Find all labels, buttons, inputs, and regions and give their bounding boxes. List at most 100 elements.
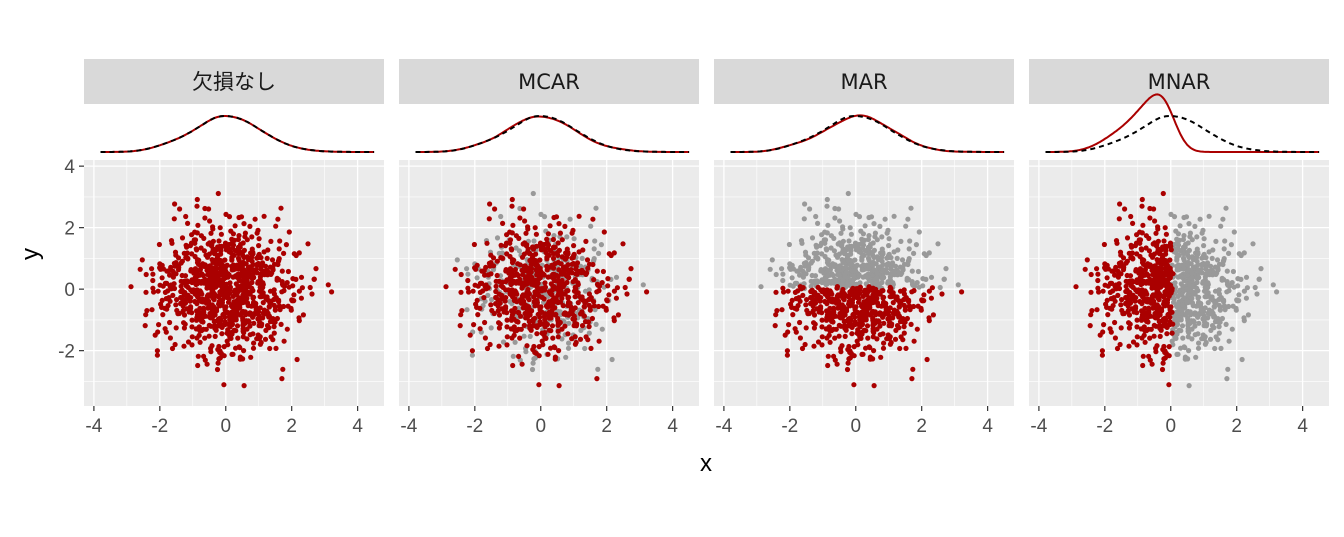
scatter-point-observed: [870, 292, 876, 298]
scatter-point-observed: [1146, 353, 1152, 359]
scatter-point-observed: [1121, 265, 1127, 271]
scatter-point-missing: [1186, 267, 1192, 273]
scatter-point-missing: [527, 333, 533, 339]
density-complete: [730, 115, 1005, 153]
scatter-point-missing: [1200, 279, 1206, 285]
scatter-point-observed: [167, 335, 173, 341]
scatter-point-missing: [799, 240, 805, 246]
scatter-point-missing: [1212, 288, 1219, 294]
density-complete: [100, 115, 375, 153]
scatter-point-observed: [1133, 295, 1139, 301]
scatter-point-observed: [790, 312, 796, 318]
scatter-point-observed: [504, 251, 510, 257]
scatter-point-observed: [212, 272, 218, 278]
scatter-point-observed: [1118, 325, 1124, 331]
scatter-point-missing: [885, 254, 891, 261]
scatter-point-missing: [835, 241, 841, 247]
scatter-point-observed: [881, 320, 887, 326]
scatter-point-missing: [880, 267, 886, 273]
scatter-point-observed: [493, 278, 499, 284]
scatter-point-observed: [883, 301, 889, 307]
scatter-point-missing: [1181, 295, 1187, 301]
scatter-point-missing: [891, 249, 897, 255]
scatter-point-observed: [520, 272, 526, 278]
scatter-point-observed: [236, 245, 242, 251]
scatter-point-missing: [565, 345, 572, 351]
scatter-point-observed: [855, 342, 861, 348]
scatter-point-observed: [524, 343, 530, 349]
density-complete: [415, 115, 690, 153]
scatter-point-observed: [501, 309, 507, 315]
scatter-point-observed: [1141, 297, 1147, 304]
scatter-point-observed: [215, 360, 221, 366]
scatter-point-observed: [151, 289, 157, 295]
scatter-point-observed: [834, 285, 840, 291]
scatter-point-missing: [788, 266, 794, 272]
scatter-point-observed: [911, 288, 917, 294]
scatter-point-observed: [600, 303, 606, 309]
scatter-point-missing: [1226, 338, 1232, 344]
scatter-point-observed: [142, 323, 148, 329]
scatter-point-observed: [842, 318, 848, 324]
scatter-point-observed: [242, 319, 248, 326]
scatter-point-observed: [152, 332, 158, 338]
scatter-point-observed: [488, 252, 494, 258]
scatter-point-observed: [845, 346, 851, 353]
scatter-point-observed: [215, 257, 221, 264]
scatter-point-missing: [1196, 320, 1202, 326]
scatter-point-observed: [234, 308, 240, 314]
scatter-point-observed: [247, 223, 253, 229]
scatter-point-observed: [904, 315, 911, 322]
scatter-point-observed: [909, 376, 915, 382]
scatter-point-missing: [815, 220, 821, 226]
scatter-point-observed: [298, 274, 305, 280]
scatter-point-observed: [1133, 267, 1139, 273]
scatter-point-observed: [536, 257, 542, 263]
scatter-point-missing: [779, 266, 785, 272]
scatter-point-missing: [510, 353, 516, 359]
scatter-point-observed: [573, 289, 580, 295]
scatter-point-observed: [533, 300, 540, 306]
x-tick-label: -2: [151, 416, 168, 437]
scatter-point-observed: [908, 321, 914, 327]
scatter-point-observed: [541, 272, 547, 278]
facet-strip-label: MNAR: [1148, 70, 1211, 94]
scatter-point-observed: [1137, 289, 1143, 295]
scatter-point-missing: [1195, 331, 1201, 337]
scatter-point-missing: [1185, 292, 1191, 298]
scatter-point-observed: [1155, 295, 1161, 301]
scatter-point-missing: [516, 248, 523, 254]
scatter-point-observed: [170, 272, 176, 278]
scatter-point-observed: [261, 249, 267, 255]
scatter-point-observed: [1153, 315, 1159, 321]
scatter-point-observed: [521, 251, 528, 257]
scatter-point-observed: [571, 243, 577, 249]
scatter-point-observed: [503, 295, 509, 301]
scatter-point-missing: [532, 355, 539, 361]
scatter-point-observed: [493, 283, 499, 289]
scatter-point-missing: [454, 257, 460, 263]
scatter-point-observed: [266, 325, 272, 331]
scatter-point-missing: [863, 274, 869, 280]
scatter-point-observed: [471, 241, 477, 248]
scatter-point-missing: [866, 245, 872, 251]
scatter-point-observed: [181, 343, 187, 349]
scatter-point-observed: [573, 285, 579, 292]
scatter-point-observed: [217, 262, 223, 268]
scatter-point-observed: [521, 298, 527, 304]
x-tick-label: 4: [667, 416, 678, 437]
scatter-point-missing: [886, 236, 892, 242]
scatter-point-missing: [1172, 280, 1178, 286]
facet-strip: [1029, 59, 1329, 104]
scatter-point-observed: [1163, 300, 1170, 306]
scatter-point-missing: [1186, 330, 1192, 336]
scatter-point-observed: [874, 300, 881, 306]
scatter-point-observed: [1162, 225, 1168, 231]
scatter-point-observed: [550, 283, 556, 289]
scatter-point-missing: [865, 236, 872, 243]
scatter-point-observed: [782, 332, 788, 338]
scatter-point-missing: [1174, 257, 1180, 263]
scatter-point-missing: [1195, 345, 1202, 351]
scatter-point-observed: [281, 338, 287, 344]
scatter-point-observed: [591, 303, 598, 309]
